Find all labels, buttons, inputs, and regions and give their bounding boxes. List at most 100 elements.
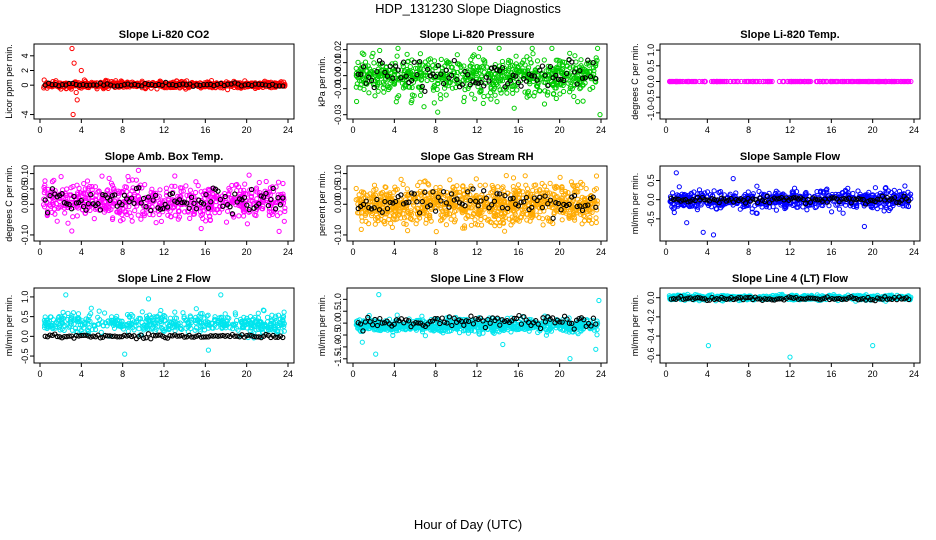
- data-point: [99, 173, 105, 179]
- data-point: [510, 90, 516, 96]
- overlay-point: [513, 73, 519, 79]
- overlay-point: [718, 195, 725, 201]
- data-point: [229, 198, 236, 204]
- data-point: [387, 191, 393, 197]
- overlay-point: [66, 80, 72, 87]
- data-point: [88, 311, 94, 317]
- data-point: [438, 56, 444, 63]
- data-point: [545, 63, 551, 69]
- data-point: [888, 78, 895, 85]
- data-point: [127, 314, 133, 320]
- overlay-point: [497, 68, 503, 74]
- overlay-point: [268, 196, 274, 203]
- overlay-point: [360, 201, 367, 208]
- data-point: [516, 188, 522, 194]
- data-point: [180, 188, 186, 194]
- overlay-point: [368, 77, 375, 84]
- data-point: [188, 325, 194, 331]
- data-point: [56, 314, 62, 320]
- data-point: [193, 320, 199, 326]
- data-point: [371, 187, 377, 193]
- overlay-point: [131, 200, 137, 206]
- data-point: [239, 200, 245, 206]
- overlay-point: [73, 200, 80, 206]
- y-tick-label: 0.02: [333, 41, 343, 59]
- data-point: [559, 195, 565, 201]
- data-point: [108, 180, 115, 186]
- data-point: [377, 47, 383, 54]
- data-point: [253, 187, 259, 193]
- overlay-point: [870, 197, 876, 204]
- data-point: [804, 207, 810, 213]
- y-tick-label: 0.00: [333, 67, 343, 85]
- overlay-point: [510, 195, 516, 201]
- y-tick-label: 0.10: [333, 165, 343, 183]
- overlay-point: [419, 83, 425, 90]
- overlay-point: [454, 76, 460, 83]
- data-point: [369, 213, 375, 219]
- data-point: [241, 314, 247, 320]
- overlay-point: [71, 193, 77, 200]
- data-point: [695, 204, 701, 210]
- data-point: [757, 78, 763, 85]
- data-point: [49, 179, 56, 185]
- x-tick-label: 4: [705, 125, 710, 135]
- overlay-point: [180, 81, 186, 87]
- data-point: [232, 312, 239, 318]
- overlay-point: [566, 201, 572, 208]
- x-tick-label: 16: [826, 125, 836, 135]
- data-point: [378, 190, 384, 196]
- data-point: [695, 191, 701, 197]
- data-point: [358, 226, 364, 232]
- data-point: [513, 76, 519, 82]
- data-point: [578, 57, 584, 63]
- data-point: [117, 218, 124, 224]
- overlay-point: [802, 201, 809, 207]
- overlay-point: [841, 196, 847, 202]
- data-point: [470, 53, 476, 60]
- overlay-point: [483, 195, 489, 201]
- data-point: [580, 98, 586, 104]
- data-point: [362, 212, 369, 218]
- overlay-point: [438, 198, 444, 204]
- data-point: [460, 196, 466, 202]
- data-point: [461, 94, 467, 100]
- data-point: [135, 212, 141, 218]
- overlay-point: [467, 197, 473, 204]
- data-point: [487, 90, 494, 96]
- primary-series: [41, 305, 287, 341]
- overlay-point: [558, 76, 564, 82]
- overlay-point: [200, 81, 207, 88]
- y-tick-label: 0.5: [20, 310, 30, 323]
- data-point: [702, 78, 708, 85]
- data-point: [371, 182, 378, 188]
- data-point: [40, 202, 47, 208]
- data-point: [80, 190, 86, 196]
- data-point: [178, 325, 184, 332]
- overlay-point: [462, 203, 468, 209]
- overlay-point: [83, 82, 90, 88]
- y-tick-label: -1.0: [646, 105, 656, 121]
- overlay-point: [728, 195, 734, 202]
- x-tick-label: 0: [350, 247, 355, 257]
- overlay-point: [454, 196, 460, 202]
- overlay-point: [222, 193, 228, 200]
- data-point: [523, 182, 529, 188]
- data-point: [890, 203, 896, 209]
- overlay-series: [355, 186, 599, 221]
- data-point: [204, 320, 210, 326]
- data-point: [756, 188, 762, 195]
- data-point: [62, 210, 68, 216]
- data-point: [282, 208, 288, 214]
- overlay-point: [542, 72, 548, 78]
- data-point: [417, 92, 424, 99]
- data-point: [104, 203, 110, 209]
- data-point: [199, 320, 205, 326]
- data-point: [51, 177, 57, 183]
- data-point: [198, 189, 204, 195]
- data-point: [498, 76, 504, 83]
- data-point: [244, 191, 250, 197]
- data-point: [192, 327, 198, 333]
- data-point: [720, 201, 727, 208]
- panel-title: Slope Sample Flow: [740, 151, 841, 163]
